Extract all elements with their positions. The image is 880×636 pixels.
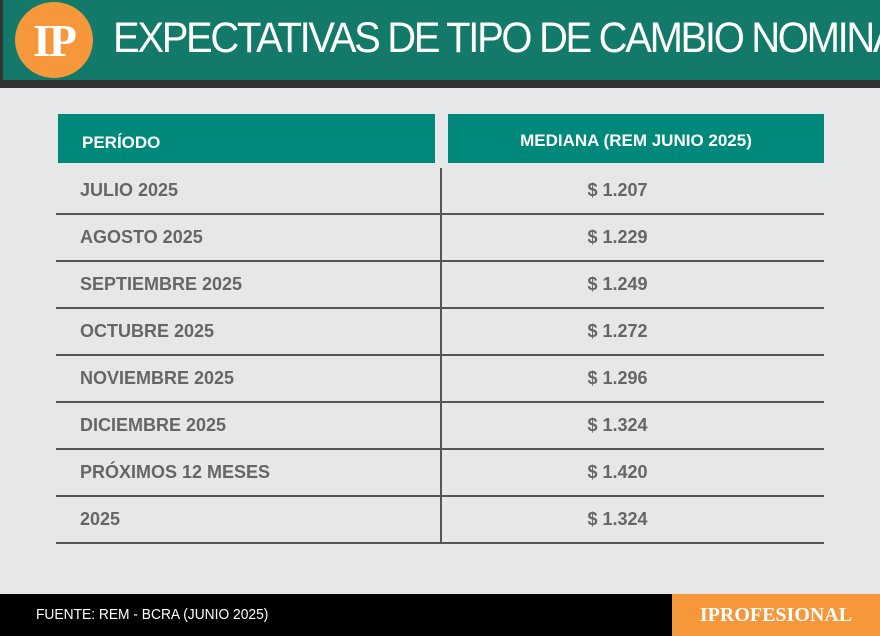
median-value-cell: $ 1.229 xyxy=(587,227,648,247)
median-value-cell: $ 1.296 xyxy=(587,368,648,388)
header: IP EXPECTATIVAS DE TIPO DE CAMBIO NOMINA… xyxy=(0,0,880,88)
footer: FUENTE: REM - BCRA (JUNIO 2025) IPROFESI… xyxy=(0,594,880,636)
ip-logo: IP xyxy=(15,2,93,78)
median-value-cell: $ 1.420 xyxy=(587,462,648,482)
source-note: FUENTE: REM - BCRA (JUNIO 2025) xyxy=(36,606,269,623)
table-body: JULIO 2025 $ 1.207 AGOSTO 2025 $ 1.229 SEPTI… xyxy=(56,168,824,544)
median-value-cell: $ 1.249 xyxy=(587,274,648,294)
header-banner: IP EXPECTATIVAS DE TIPO DE CAMBIO NOMINA… xyxy=(3,0,880,80)
period-cell: JULIO 2025 xyxy=(80,180,179,200)
period-cell: OCTUBRE 2025 xyxy=(80,321,215,341)
median-value-cell: $ 1.272 xyxy=(587,321,648,341)
period-cell: PRÓXIMOS 12 MESES xyxy=(80,462,271,482)
column-header-median: MEDIANA (REM JUNIO 2025) xyxy=(448,114,824,163)
table-row: PRÓXIMOS 12 MESES $ 1.420 xyxy=(56,450,824,497)
median-value-cell: $ 1.207 xyxy=(587,180,648,200)
table-row: NOVIEMBRE 2025 $ 1.296 xyxy=(56,356,824,403)
table-row: 2025 $ 1.324 xyxy=(56,497,824,544)
period-cell: DICIEMBRE 2025 xyxy=(80,415,227,435)
table-row: DICIEMBRE 2025 $ 1.324 xyxy=(56,403,824,450)
period-cell: NOVIEMBRE 2025 xyxy=(80,368,235,388)
period-cell: 2025 xyxy=(80,509,121,529)
page-title: EXPECTATIVAS DE TIPO DE CAMBIO NOMINAL xyxy=(113,14,880,62)
table-row: OCTUBRE 2025 $ 1.272 xyxy=(56,309,824,356)
table-row: AGOSTO 2025 $ 1.229 xyxy=(56,215,824,262)
period-cell: AGOSTO 2025 xyxy=(80,227,203,247)
period-cell: SEPTIEMBRE 2025 xyxy=(80,274,243,294)
brand-logo: IPROFESIONAL xyxy=(672,594,880,636)
table-row: JULIO 2025 $ 1.207 xyxy=(56,168,824,215)
table-row: SEPTIEMBRE 2025 $ 1.249 xyxy=(56,262,824,309)
column-header-period: PERÍODO xyxy=(58,114,435,163)
median-value-cell: $ 1.324 xyxy=(587,509,648,529)
median-value-cell: $ 1.324 xyxy=(587,415,648,435)
